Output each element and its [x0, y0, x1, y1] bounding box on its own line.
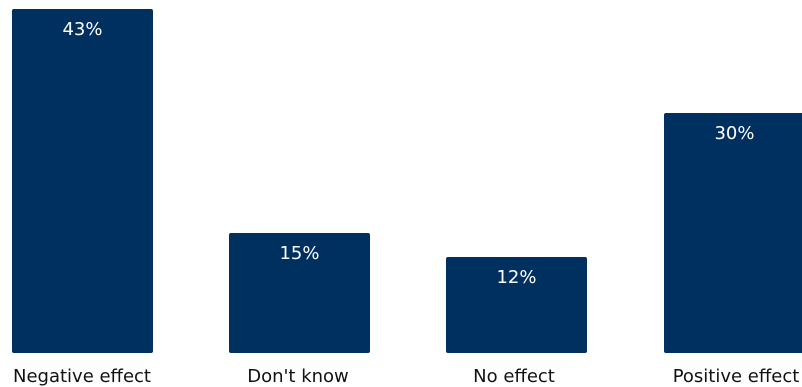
- value-label-0: 43%: [62, 19, 102, 40]
- category-label-1: Don't know: [247, 366, 349, 387]
- value-label-2: 12%: [496, 267, 536, 288]
- bars-group: [12, 9, 802, 353]
- category-label-2: No effect: [473, 366, 555, 387]
- value-label-1: 15%: [279, 243, 319, 264]
- bar-2: [446, 257, 587, 353]
- value-label-3: 30%: [714, 123, 754, 144]
- bar-3: [664, 113, 802, 353]
- value-labels-group: 43% 15% 12% 30%: [62, 19, 754, 288]
- bar-1: [229, 233, 370, 353]
- bar-0: [12, 9, 153, 353]
- category-label-0: Negative effect: [13, 366, 151, 387]
- category-labels-group: Negative effect Don't know No effect Positi…: [13, 366, 799, 387]
- category-label-3: Positive effect: [673, 366, 800, 387]
